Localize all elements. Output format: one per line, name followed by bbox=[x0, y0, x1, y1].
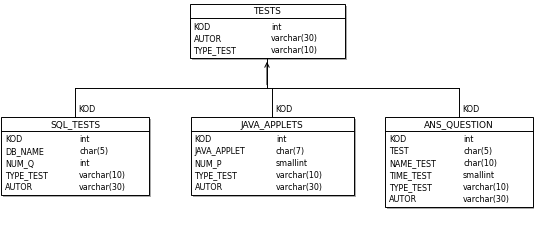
Bar bbox=[387, 120, 534, 209]
Bar bbox=[1, 117, 149, 195]
Text: char(10): char(10) bbox=[463, 159, 497, 168]
Text: KOD: KOD bbox=[194, 135, 212, 144]
Text: varchar(10): varchar(10) bbox=[79, 171, 126, 180]
Text: int: int bbox=[79, 135, 89, 144]
Text: KOD: KOD bbox=[275, 105, 292, 114]
Text: TEST: TEST bbox=[389, 147, 409, 156]
Text: varchar(30): varchar(30) bbox=[463, 195, 510, 204]
Text: varchar(10): varchar(10) bbox=[271, 46, 318, 55]
Text: SQL_TESTS: SQL_TESTS bbox=[50, 120, 100, 129]
Text: NUM_P: NUM_P bbox=[194, 159, 222, 168]
Text: NAME_TEST: NAME_TEST bbox=[389, 159, 436, 168]
Text: KOD: KOD bbox=[389, 135, 406, 144]
Bar bbox=[3, 120, 151, 197]
Text: varchar(30): varchar(30) bbox=[79, 183, 126, 192]
Text: char(5): char(5) bbox=[463, 147, 492, 156]
Text: smallint: smallint bbox=[463, 171, 495, 180]
Text: KOD: KOD bbox=[78, 105, 95, 114]
Text: KOD: KOD bbox=[5, 135, 22, 144]
Text: AUTOR: AUTOR bbox=[194, 183, 223, 192]
Text: NUM_Q: NUM_Q bbox=[5, 159, 34, 168]
Text: KOD: KOD bbox=[462, 105, 479, 114]
Bar bbox=[191, 117, 354, 195]
Text: AUTOR: AUTOR bbox=[193, 34, 222, 43]
Text: AUTOR: AUTOR bbox=[5, 183, 33, 192]
Bar bbox=[190, 5, 344, 59]
Text: varchar(30): varchar(30) bbox=[271, 34, 318, 43]
Text: TYPE_TEST: TYPE_TEST bbox=[5, 171, 48, 180]
Text: smallint: smallint bbox=[276, 159, 308, 168]
Text: int: int bbox=[463, 135, 473, 144]
Text: TIME_TEST: TIME_TEST bbox=[389, 171, 431, 180]
Text: KOD: KOD bbox=[193, 22, 211, 31]
Text: JAVA_APPLET: JAVA_APPLET bbox=[194, 147, 245, 156]
Text: char(7): char(7) bbox=[276, 147, 305, 156]
Text: ANS_QUESTION: ANS_QUESTION bbox=[424, 120, 494, 129]
Bar bbox=[192, 7, 347, 61]
Text: char(5): char(5) bbox=[79, 147, 108, 156]
Bar bbox=[385, 117, 533, 207]
Text: varchar(10): varchar(10) bbox=[276, 171, 323, 180]
Bar bbox=[192, 120, 356, 197]
Text: TYPE_TEST: TYPE_TEST bbox=[193, 46, 237, 55]
Text: varchar(30): varchar(30) bbox=[276, 183, 323, 192]
Text: DB_NAME: DB_NAME bbox=[5, 147, 44, 156]
Text: TYPE_TEST: TYPE_TEST bbox=[389, 183, 432, 192]
Text: JAVA_APPLETS: JAVA_APPLETS bbox=[241, 120, 303, 129]
Text: int: int bbox=[271, 22, 281, 31]
Text: TESTS: TESTS bbox=[253, 8, 281, 16]
Text: int: int bbox=[276, 135, 286, 144]
Text: AUTOR: AUTOR bbox=[389, 195, 417, 204]
Text: TYPE_TEST: TYPE_TEST bbox=[194, 171, 238, 180]
Text: varchar(10): varchar(10) bbox=[463, 183, 510, 192]
Text: int: int bbox=[79, 159, 89, 168]
